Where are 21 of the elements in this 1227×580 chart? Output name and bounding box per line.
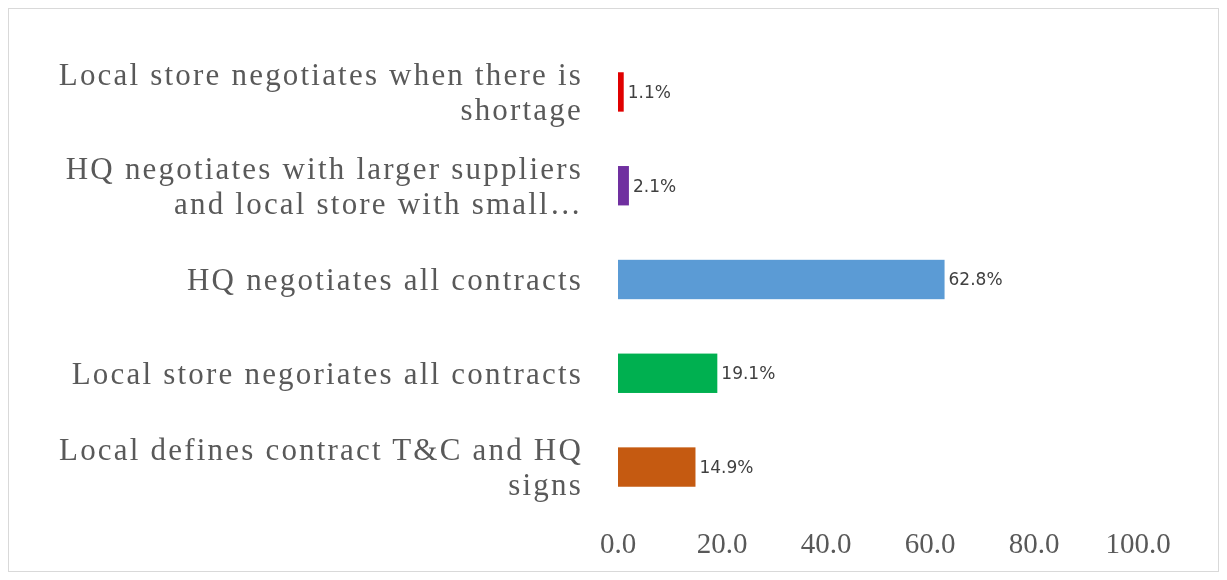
x-tick-label: 0.0 xyxy=(599,527,637,559)
bar xyxy=(618,353,718,393)
y-tick-label: HQ negotiates all contracts xyxy=(187,262,583,298)
x-tick-label: 80.0 xyxy=(1008,527,1060,559)
x-tick-label: 100.0 xyxy=(1105,527,1171,559)
data-label: 14.9% xyxy=(699,457,754,477)
y-tick-label: Local defines contract T&C and HQ signs xyxy=(59,432,583,503)
y-tick-label: Local store negotiates when there is shortage xyxy=(58,57,583,128)
bar xyxy=(618,166,629,206)
y-tick-label: HQ negotiates with larger suppliers and local store with small… xyxy=(65,151,583,222)
x-tick-label: 20.0 xyxy=(696,527,748,559)
data-label: 62.8% xyxy=(948,269,1003,290)
x-tick-label: 60.0 xyxy=(904,527,956,559)
x-tick-label: 40.0 xyxy=(800,527,852,559)
bar xyxy=(618,447,696,487)
y-tick-label: Local store negoriates all contracts xyxy=(71,356,583,392)
data-label: 2.1% xyxy=(632,175,677,196)
data-label: 19.1% xyxy=(721,363,776,384)
bar xyxy=(618,72,624,112)
bar xyxy=(618,259,945,300)
data-label: 1.1% xyxy=(627,81,671,102)
